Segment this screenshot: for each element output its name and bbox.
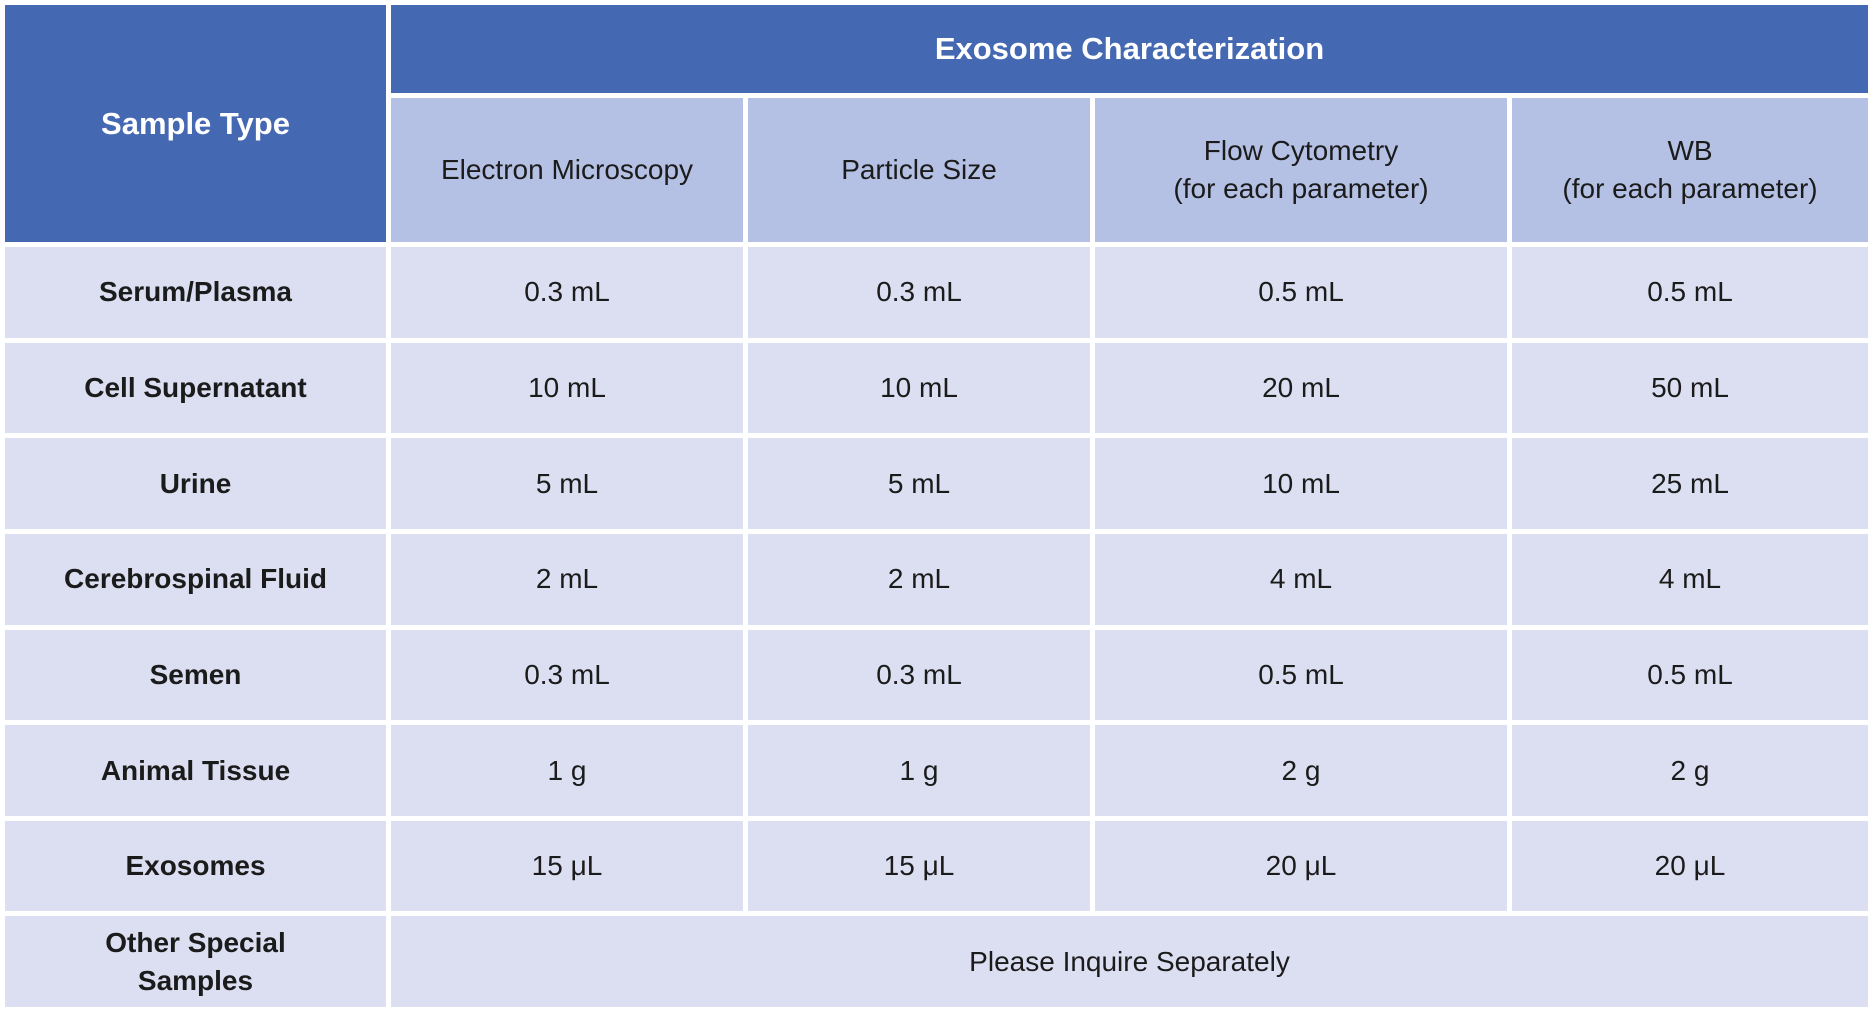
value-cell: 2 g	[1095, 725, 1507, 816]
value-cell: 10 mL	[1095, 438, 1507, 529]
value-cell: 10 mL	[391, 342, 743, 434]
value-cell: 20 μL	[1095, 820, 1507, 912]
table-row: Cerebrospinal Fluid 2 mL 2 mL 4 mL 4 mL	[5, 533, 1868, 625]
value-cell: 0.5 mL	[1095, 629, 1507, 721]
value-cell: 0.3 mL	[391, 247, 743, 338]
row-label-other-special-samples: Other Special Samples	[5, 916, 386, 1007]
sub-header-col-0: Electron Microscopy	[391, 98, 743, 242]
value-cell: 2 mL	[391, 533, 743, 625]
table-row: Urine 5 mL 5 mL 10 mL 25 mL	[5, 438, 1868, 529]
value-cell: 4 mL	[1095, 533, 1507, 625]
group-header-row: Sample Type Exosome Characterization	[5, 5, 1868, 242]
value-cell: 0.3 mL	[391, 629, 743, 721]
row-label: Animal Tissue	[5, 725, 386, 816]
row-label: Semen	[5, 629, 386, 721]
table-row-other-special-samples: Other Special Samples Please Inquire Sep…	[5, 916, 1868, 1007]
sample-type-header: Sample Type	[5, 5, 386, 242]
value-cell: 0.5 mL	[1512, 247, 1868, 338]
value-cell: 15 μL	[391, 820, 743, 912]
sub-header-col-3: WB (for each parameter)	[1512, 98, 1868, 242]
row-label: Cell Supernatant	[5, 342, 386, 434]
value-cell: 1 g	[748, 725, 1090, 816]
table-row: Semen 0.3 mL 0.3 mL 0.5 mL 0.5 mL	[5, 629, 1868, 721]
table-row: Exosomes 15 μL 15 μL 20 μL 20 μL	[5, 820, 1868, 912]
row-label: Exosomes	[5, 820, 386, 912]
value-cell: 2 g	[1512, 725, 1868, 816]
value-cell: 20 mL	[1095, 342, 1507, 434]
value-cell: 4 mL	[1512, 533, 1868, 625]
value-cell: 0.5 mL	[1095, 247, 1507, 338]
value-cell: 0.5 mL	[1512, 629, 1868, 721]
value-cell: 20 μL	[1512, 820, 1868, 912]
row-label: Urine	[5, 438, 386, 529]
value-cell: 2 mL	[748, 533, 1090, 625]
value-cell: 10 mL	[748, 342, 1090, 434]
sub-header-col-1: Particle Size	[748, 98, 1090, 242]
exosome-characterization-header: Exosome Characterization	[391, 5, 1868, 93]
value-cell: 1 g	[391, 725, 743, 816]
value-cell: 25 mL	[1512, 438, 1868, 529]
table-row: Serum/Plasma 0.3 mL 0.3 mL 0.5 mL 0.5 mL	[5, 247, 1868, 338]
sub-header-col-2: Flow Cytometry (for each parameter)	[1095, 98, 1507, 242]
row-label: Cerebrospinal Fluid	[5, 533, 386, 625]
value-cell: 0.3 mL	[748, 247, 1090, 338]
table-row: Cell Supernatant 10 mL 10 mL 20 mL 50 mL	[5, 342, 1868, 434]
value-cell: 5 mL	[748, 438, 1090, 529]
sub-header-row: Electron Microscopy Particle Size Flow Cyt…	[5, 98, 1868, 242]
value-cell: 50 mL	[1512, 342, 1868, 434]
value-cell: 0.3 mL	[748, 629, 1090, 721]
value-cell: 15 μL	[748, 820, 1090, 912]
row-label: Serum/Plasma	[5, 247, 386, 338]
special-row-value: Please Inquire Separately	[391, 916, 1868, 1007]
value-cell: 5 mL	[391, 438, 743, 529]
